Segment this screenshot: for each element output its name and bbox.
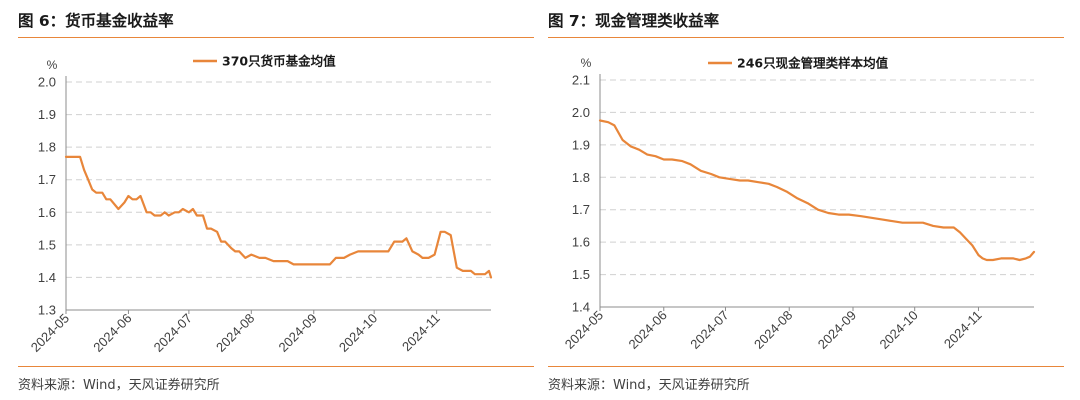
y-tick-label: 1.9 [38, 107, 56, 122]
title-divider [548, 37, 1064, 38]
y-tick-label: 1.5 [38, 237, 56, 252]
y-tick-label: 1.4 [38, 270, 56, 285]
legend-label: 370只货币基金均值 [222, 54, 336, 69]
money-fund-yield-chart: 1.31.41.51.61.71.81.92.0%2024-05 2024-06 2… [28, 54, 493, 355]
y-tick-label: 1.3 [38, 303, 56, 318]
y-tick-label: 1.4 [572, 300, 590, 315]
x-tick-label: 2024-08 [751, 308, 795, 352]
y-axis-unit: % [47, 58, 58, 72]
x-tick-label: 2024-09 [815, 308, 859, 352]
y-tick-label: 1.7 [572, 202, 590, 217]
y-tick-label: 2.0 [572, 105, 590, 120]
y-tick-label: 1.8 [572, 170, 590, 185]
x-tick-label: 2024-08 [213, 311, 257, 355]
x-tick-label: 2024-07 [151, 311, 195, 355]
y-tick-label: 1.7 [38, 172, 56, 187]
x-tick-label: 2024-07 [687, 308, 731, 352]
y-tick-label: 2.1 [572, 73, 590, 88]
figure-title: 图 7：现金管理类收益率 [548, 12, 720, 30]
x-tick-label: 2024-06 [90, 311, 134, 355]
y-tick-label: 1.8 [38, 140, 56, 155]
source-note: 资料来源：Wind，天风证券研究所 [548, 378, 750, 393]
x-tick-label: 2024-09 [276, 311, 320, 355]
x-tick-label: 2024-10 [336, 311, 380, 355]
x-tick-label: 2024-10 [876, 308, 920, 352]
cash-management-yield-chart: 1.41.51.61.71.81.92.02.1%2024-05 2024-06 2… [562, 56, 1036, 352]
y-tick-label: 1.6 [572, 235, 590, 250]
x-tick-label: 2024-11 [399, 311, 443, 355]
legend-label: 246只现金管理类样本均值 [737, 56, 889, 71]
figure-title: 图 6：货币基金收益率 [18, 12, 174, 30]
source-note: 资料来源：Wind，天风证券研究所 [18, 378, 220, 393]
x-tick-label: 2024-11 [941, 308, 985, 352]
x-tick-label: 2024-06 [626, 308, 670, 352]
y-axis-unit: % [581, 56, 592, 70]
series-line [598, 119, 1036, 262]
y-tick-label: 1.9 [572, 137, 590, 152]
y-tick-label: 2.0 [38, 75, 56, 90]
y-tick-label: 1.6 [38, 205, 56, 220]
chart-panel-cash-management: 图 7：现金管理类收益率 1.4 1.5 1.6 1.7 1.8 1.9 2.0 2.1% 20… [548, 0, 1064, 400]
y-tick-label: 1.5 [572, 267, 590, 282]
footer-divider [18, 366, 534, 367]
footer-divider [548, 366, 1064, 367]
chart-panel-money-fund: 图 6：货币基金收益率 1.3 1.4 1.5 1.6 1.7 1.8 1.9 2.0% 202… [18, 0, 534, 400]
title-divider [18, 37, 534, 38]
series-line [64, 155, 493, 279]
